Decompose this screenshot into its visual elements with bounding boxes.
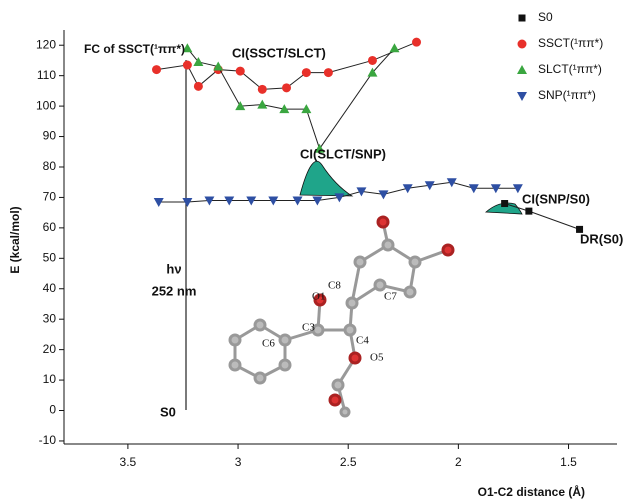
y-tick-label: 40 (43, 281, 57, 295)
annotation: FC of SSCT(¹ππ*) (84, 42, 185, 56)
y-tick-label: 70 (43, 190, 57, 204)
marker (368, 56, 377, 65)
annotation: CI(SNP/S0) (522, 191, 590, 206)
y-tick-label: 100 (36, 98, 56, 112)
marker (412, 38, 421, 47)
annotation: S0 (160, 404, 176, 419)
marker (258, 85, 267, 94)
x-tick-label: 1.5 (560, 455, 577, 469)
marker (257, 100, 267, 109)
marker (324, 68, 333, 77)
y-tick-label: 50 (43, 250, 57, 264)
y-axis-title: E (kcal/mol) (8, 206, 22, 273)
y-tick-label: 90 (43, 129, 57, 143)
y-tick-label: -10 (39, 433, 57, 447)
marker (282, 83, 291, 92)
marker (501, 200, 508, 207)
legend-marker (517, 92, 527, 101)
marker (152, 65, 161, 74)
y-tick-label: 120 (36, 37, 56, 51)
y-tick-label: 30 (43, 311, 57, 325)
annotation: hν (166, 261, 181, 276)
marker (183, 61, 192, 70)
molecule (230, 217, 453, 416)
marker (236, 67, 245, 76)
atom-label: C4 (356, 335, 369, 347)
annotation: 252 nm (152, 283, 197, 298)
y-tick-label: 20 (43, 342, 57, 356)
atom-label: C6 (262, 338, 275, 350)
x-tick-label: 3 (235, 455, 242, 469)
legend-marker (519, 15, 526, 22)
ci-cone (300, 161, 352, 196)
y-tick-label: 110 (37, 68, 56, 82)
x-tick-label: 3.5 (120, 455, 137, 469)
atom-label: O5 (370, 352, 384, 364)
legend-label: SLCT(¹ππ*) (538, 62, 602, 76)
y-tick-label: 0 (49, 403, 56, 417)
legend-label: SSCT(¹ππ*) (538, 36, 603, 50)
series-line (505, 204, 580, 230)
x-axis-title: O1-C2 distance (Å) (478, 484, 585, 499)
legend-marker (518, 40, 527, 49)
atom-label: C3 (302, 322, 315, 334)
annotation: CI(SSCT/SLCT) (232, 45, 326, 60)
x-tick-label: 2.5 (340, 455, 357, 469)
x-tick-label: 2 (455, 455, 462, 469)
chart: O1-C2 distance (Å) E (kcal/mol) -10 0 10 20… (0, 0, 637, 504)
annotation: DR(S0) (580, 231, 623, 246)
legend-label: SNP(¹ππ*) (538, 88, 596, 102)
marker (194, 82, 203, 91)
legend-marker (517, 65, 527, 74)
marker (389, 43, 399, 52)
annotation: CI(SLCT/SNP) (300, 146, 386, 161)
marker (378, 190, 388, 199)
y-tick-label: 10 (43, 372, 57, 386)
atom-label: C7 (384, 291, 397, 303)
marker (525, 208, 532, 215)
y-tick-label: 60 (43, 220, 57, 234)
y-tick-label: 80 (43, 159, 57, 173)
atom-label: O1 (312, 291, 325, 303)
marker (302, 68, 311, 77)
legend-label: S0 (538, 10, 553, 24)
atom-label: C8 (328, 280, 341, 292)
